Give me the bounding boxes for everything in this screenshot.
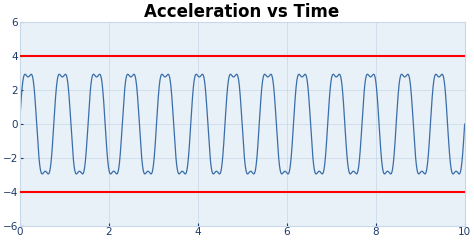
Title: Acceleration vs Time: Acceleration vs Time [145, 3, 340, 21]
